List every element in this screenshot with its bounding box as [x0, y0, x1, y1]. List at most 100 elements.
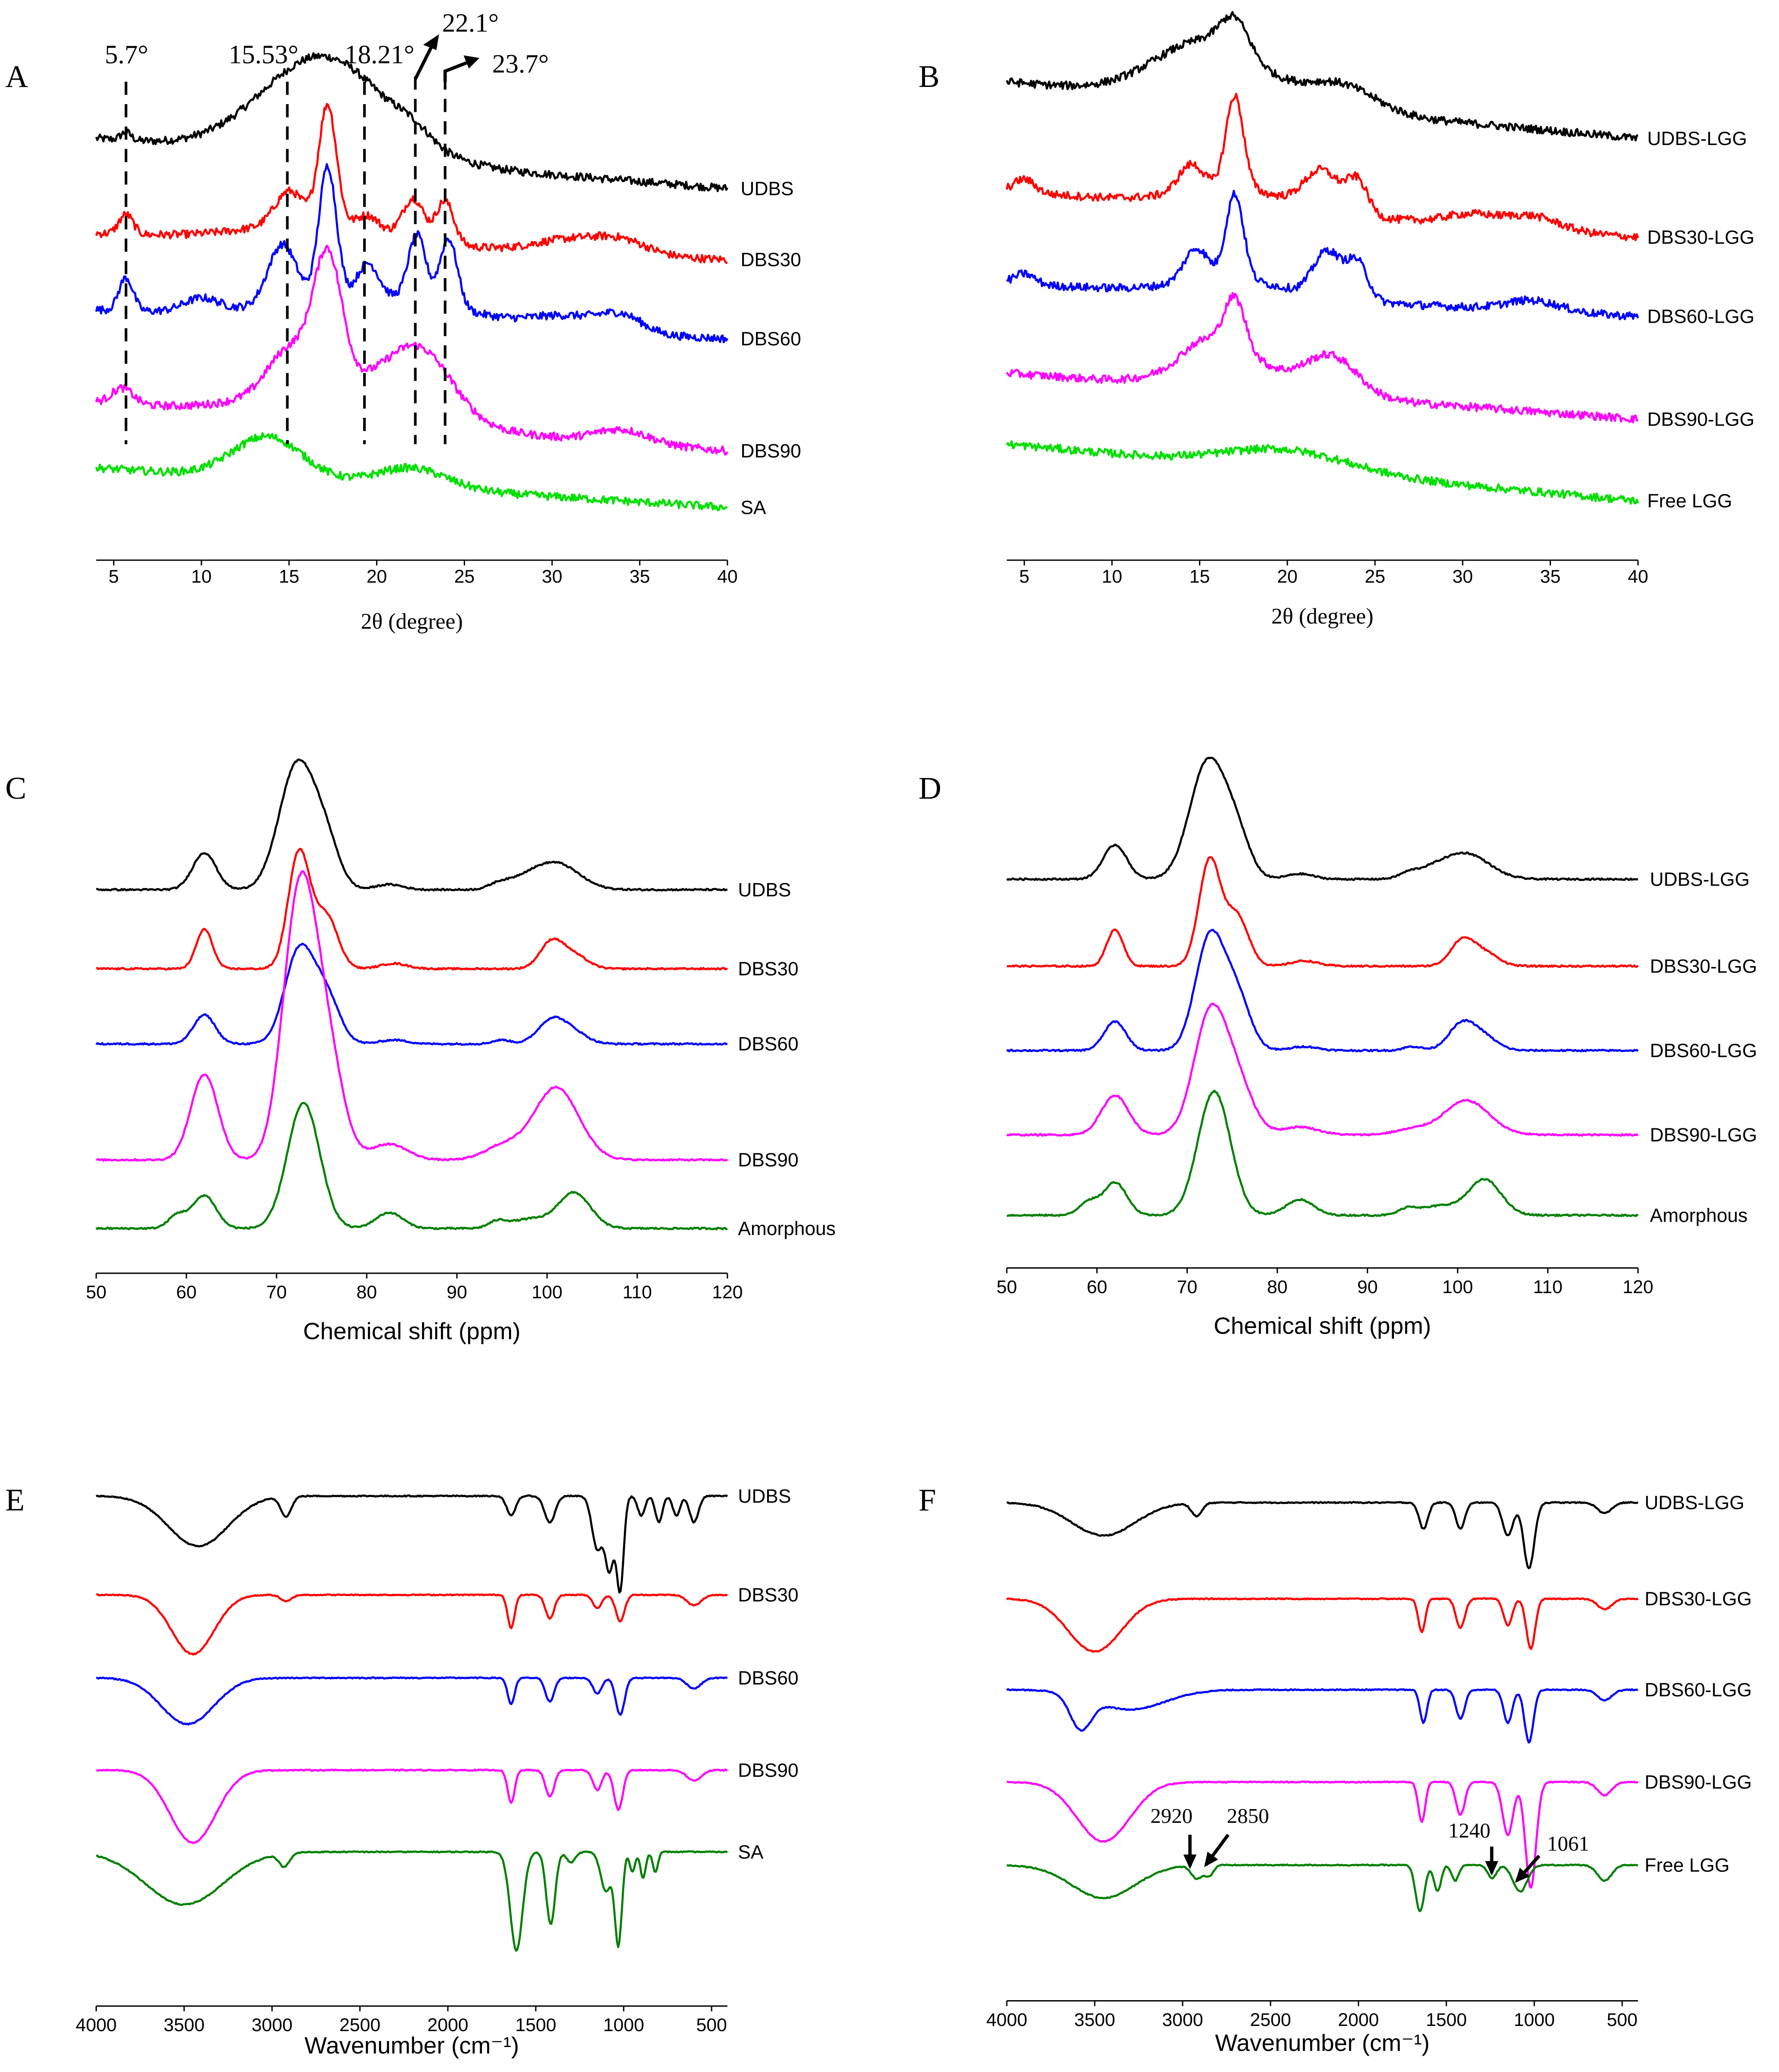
series-label: Amorphous	[738, 1218, 836, 1239]
x-tick-label: 3500	[1074, 2010, 1115, 2030]
annotation-label: 2850	[1227, 1804, 1269, 1828]
series-line-sa	[96, 1850, 728, 1952]
series-line-dbs30	[96, 848, 728, 971]
x-tick-label: 2500	[339, 2015, 380, 2035]
series-line-dbs60-lgg	[1006, 190, 1639, 321]
series-line-dbs60	[95, 163, 728, 343]
series-label: DBS90-LGG	[1650, 1125, 1757, 1146]
x-tick-label: 50	[86, 1282, 107, 1303]
x-axis-title: Chemical shift (ppm)	[1214, 1312, 1431, 1339]
series-label: UDBS-LGG	[1645, 1492, 1745, 1513]
series-label: Free LGG	[1645, 1855, 1730, 1876]
series-line-dbs60	[95, 942, 728, 1046]
panel-letter: F	[919, 1482, 936, 1517]
series-label: UDBS	[738, 880, 791, 901]
x-tick-label: 15	[1190, 566, 1210, 587]
series-label: UDBS-LGG	[1647, 128, 1747, 149]
series-line-dbs90-lgg	[1006, 292, 1639, 423]
x-axis-title: 2θ (degree)	[1271, 604, 1373, 629]
x-tick-label: 4000	[986, 2010, 1027, 2030]
x-tick-label: 1000	[1514, 2010, 1554, 2030]
series-line-dbs90	[96, 1768, 728, 1844]
series-line-amorphous	[95, 1102, 728, 1230]
series-line-sa	[95, 432, 728, 512]
annotation-label: 2920	[1150, 1804, 1193, 1828]
x-tick-label: 110	[623, 1282, 652, 1303]
x-axis-title: 2θ (degree)	[361, 609, 462, 634]
series-line-dbs90-lgg	[1006, 1780, 1639, 1889]
series-label: DBS30-LGG	[1647, 227, 1754, 248]
x-tick-label: 2500	[1250, 2010, 1291, 2030]
x-tick-label: 100	[532, 1282, 563, 1303]
series-label: UDBS-LGG	[1650, 869, 1750, 890]
x-tick-label: 500	[696, 2015, 727, 2035]
annotation-label: 15.53°	[228, 40, 298, 69]
annotation-label: 18.21°	[345, 40, 414, 69]
series-line-dbs60-lgg	[1006, 1688, 1638, 1744]
series-line-dbs30	[95, 103, 728, 264]
series-line-free-lgg	[1006, 1863, 1638, 1912]
panel-letter: C	[5, 770, 26, 806]
series-line-dbs30-lgg	[1007, 856, 1639, 968]
x-tick-label: 3000	[1162, 2010, 1203, 2030]
x-tick-label: 20	[367, 566, 387, 587]
panel-e: E 4000 3500 3000 2500 2000 1500 1000 500 Wavenumb…	[5, 1482, 799, 2059]
x-tick-label: 30	[1452, 566, 1473, 587]
x-tick-label: 2000	[1338, 2010, 1379, 2030]
series-label: DBS60	[740, 328, 801, 349]
x-tick-label: 110	[1533, 1277, 1562, 1297]
x-tick-label: 35	[629, 566, 650, 587]
x-tick-label: 1000	[603, 2015, 644, 2035]
series-label: SA	[738, 1842, 764, 1863]
series-line-dbs60-lgg	[1006, 929, 1639, 1053]
x-tick-label: 4000	[76, 2015, 117, 2035]
arrow-head-icon	[1183, 1854, 1197, 1869]
annotation-label: 1240	[1448, 1819, 1490, 1842]
x-tick-label: 40	[717, 566, 738, 587]
x-axis-title: Chemical shift (ppm)	[303, 1318, 520, 1344]
series-label: DBS30-LGG	[1650, 956, 1757, 977]
annotation-label: 23.7°	[492, 49, 549, 78]
series-label: DBS90	[740, 441, 801, 462]
series-label: DBS60-LGG	[1650, 1041, 1757, 1062]
panel-letter: D	[919, 770, 941, 806]
x-tick-label: 10	[1102, 566, 1122, 587]
x-tick-label: 1500	[515, 2015, 556, 2035]
panel-letter: E	[5, 1482, 25, 1517]
series-label: DBS60-LGG	[1645, 1680, 1752, 1701]
series-line-dbs90	[96, 870, 728, 1162]
x-tick-label: 25	[1365, 566, 1385, 587]
series-label: DBS60	[738, 1034, 799, 1055]
x-tick-label: 70	[266, 1282, 287, 1303]
x-tick-label: 90	[1357, 1277, 1378, 1297]
x-tick-label: 1500	[1426, 2010, 1467, 2030]
panel-f: F 4000 3500 3000 2500 2000 1500 1000 500 Wavenumb…	[919, 1482, 1752, 2056]
series-line-dbs30	[96, 1593, 728, 1656]
series-line-udbs	[95, 52, 728, 192]
x-tick-label: 3000	[252, 2015, 293, 2035]
arrow-icon	[413, 41, 435, 80]
series-label: DBS60-LGG	[1647, 306, 1754, 327]
x-tick-label: 2000	[427, 2015, 468, 2035]
arrow-head-icon	[463, 55, 480, 69]
x-tick-label: 100	[1442, 1277, 1473, 1297]
panel-letter: B	[919, 59, 940, 94]
panel-b: B 5 10 15 20 25 30 35 40 2θ (degree) UDBS-LGG DBS30…	[919, 11, 1754, 629]
arrow-head-icon	[1204, 1851, 1218, 1868]
series-line-udbs-lgg	[1006, 1501, 1639, 1569]
series-line-dbs90	[95, 244, 728, 456]
series-line-dbs60	[96, 1676, 728, 1726]
series-line-amorphous	[1007, 1090, 1639, 1217]
series-line-dbs30-lgg	[1006, 1597, 1639, 1653]
x-axis-title: Wavenumber (cm⁻¹)	[305, 2032, 519, 2059]
x-tick-label: 60	[1087, 1277, 1107, 1297]
x-tick-label: 80	[357, 1282, 377, 1303]
arrow-head-icon	[423, 34, 439, 50]
x-tick-label: 40	[1628, 566, 1648, 587]
x-tick-label: 20	[1277, 566, 1298, 587]
x-tick-label: 3500	[163, 2015, 204, 2035]
panel-a: A 5 10 15 20 25 30 35 40 2θ (degree) UDBS DBS30 DBS6…	[5, 9, 801, 634]
x-tick-label: 30	[542, 566, 562, 587]
x-tick-label: 500	[1607, 2010, 1638, 2030]
